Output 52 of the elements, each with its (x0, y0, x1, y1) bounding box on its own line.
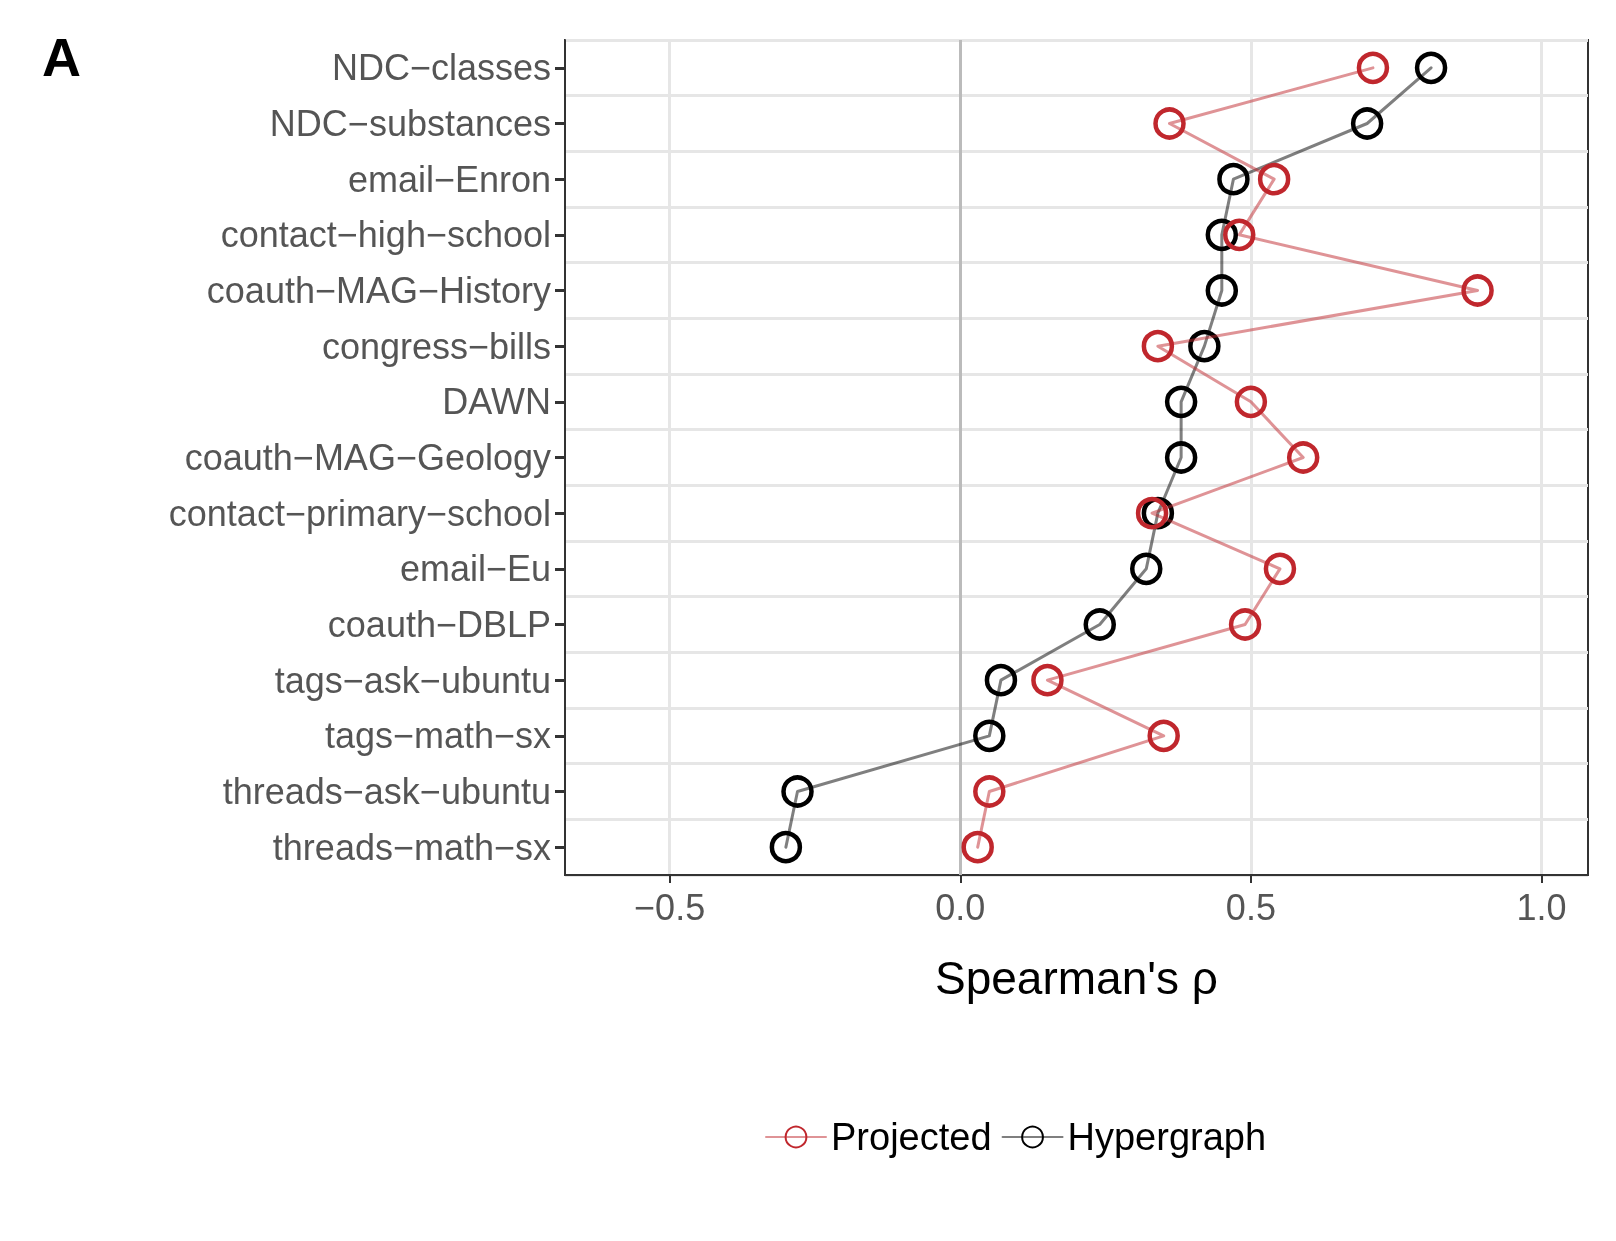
point (1164, 441, 1198, 474)
point (1031, 663, 1064, 697)
point (961, 830, 994, 864)
point (1414, 51, 1448, 85)
x-tick-label: 0.5 (1225, 886, 1276, 928)
x-tick-label: −0.5 (634, 886, 706, 928)
point (1356, 51, 1390, 85)
y-tick-label: coauth−MAG−History (206, 270, 551, 311)
point (1188, 329, 1221, 363)
point (781, 775, 814, 808)
y-tick-label: NDC−substances (269, 103, 551, 144)
y-tick-label: email−Eu (399, 548, 551, 590)
y-tick-label: DAWN (442, 381, 551, 423)
point (984, 663, 1018, 697)
x-tick-label: 1.0 (1516, 886, 1567, 928)
y-tick-label: contact−primary−school (168, 492, 551, 534)
point (1350, 107, 1384, 140)
y-tick-label: tags−math−sx (324, 715, 551, 757)
y-tick-label: contact−high−school (220, 214, 551, 256)
point (1286, 441, 1320, 474)
y-tick-label: NDC−classes (331, 47, 551, 89)
point (1141, 329, 1175, 363)
y-tick-label: coauth−DBLP (327, 604, 551, 645)
y-tick-label: threads−ask−ubuntu (222, 771, 551, 812)
point (1263, 552, 1297, 586)
point (1217, 162, 1250, 196)
text: A (42, 27, 81, 87)
point (1135, 496, 1169, 530)
y-tick-label: tags−ask−ubuntu (274, 659, 551, 701)
point (1205, 218, 1239, 252)
legend-label: Hypergraph (1067, 1116, 1267, 1158)
point (1164, 385, 1198, 419)
point (973, 775, 1006, 808)
point (1234, 385, 1268, 419)
point (1205, 274, 1239, 307)
y-tick-label: congress−bills (321, 325, 551, 367)
x-tick-label: 0.0 (935, 886, 986, 928)
point (1147, 719, 1180, 753)
point (1153, 107, 1186, 140)
point (973, 719, 1006, 753)
point (1257, 162, 1291, 196)
point (1228, 608, 1262, 641)
point (769, 830, 803, 864)
y-tick-label: email−Enron (347, 158, 551, 200)
point (1223, 218, 1256, 252)
point (1130, 552, 1163, 586)
point (1461, 274, 1494, 307)
x-axis-title: Spearman's ρ (935, 952, 1218, 1004)
legend-label: Projected (831, 1116, 992, 1158)
point (1083, 608, 1116, 641)
y-tick-label: coauth−MAG−Geology (184, 437, 551, 478)
y-tick-label: threads−math−sx (272, 826, 551, 868)
